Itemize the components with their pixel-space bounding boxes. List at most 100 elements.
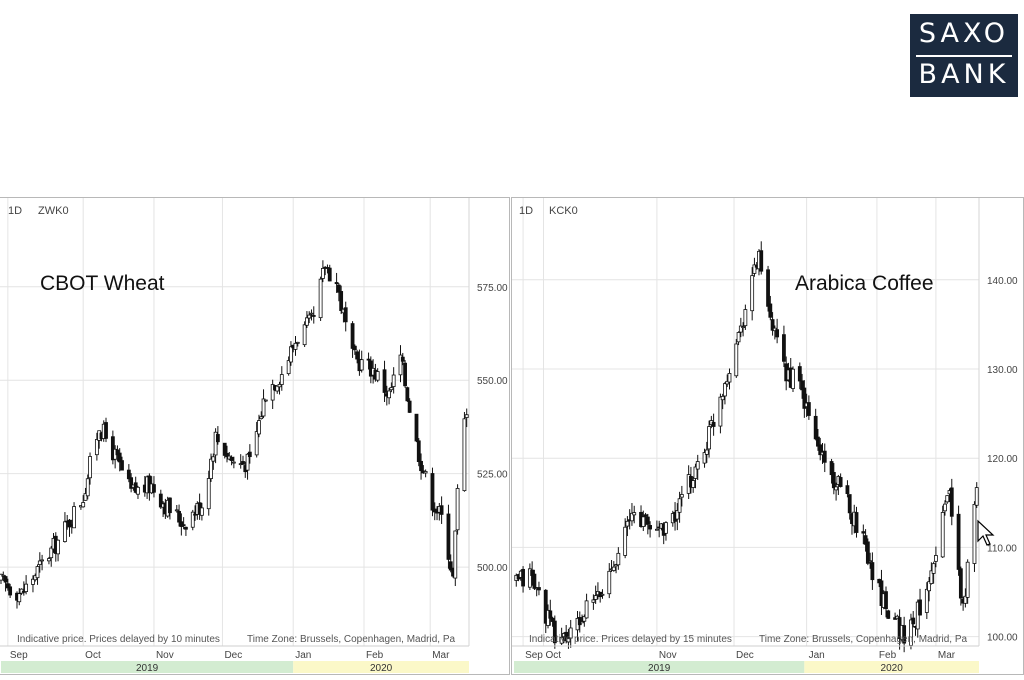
x-tick-label: Sep	[525, 650, 543, 661]
candle-body	[677, 498, 682, 513]
candle-body	[31, 578, 35, 585]
candle-body	[537, 587, 541, 591]
candle-body	[600, 593, 605, 596]
candle-body	[847, 494, 852, 514]
candle-body	[816, 436, 820, 447]
candle-body	[416, 440, 421, 463]
candle-body	[222, 442, 227, 456]
candle-body	[931, 563, 936, 574]
candle-body	[655, 528, 659, 531]
candle-body	[293, 342, 298, 350]
candle-body	[209, 458, 213, 479]
candle-body	[766, 269, 770, 307]
candle-body	[307, 314, 312, 319]
candle-body	[845, 485, 850, 495]
candle-body	[865, 541, 870, 564]
candle-body	[648, 525, 652, 530]
symbol-label: KCK0	[549, 205, 578, 217]
candle-body	[305, 317, 309, 326]
candle-body	[17, 593, 22, 603]
year-band	[804, 661, 979, 673]
candle-body	[568, 627, 573, 639]
candle-body	[229, 456, 234, 461]
candle-body	[829, 461, 834, 476]
candle-body	[423, 471, 428, 474]
candle-body	[343, 307, 348, 323]
year-band	[514, 661, 805, 673]
candle-body	[879, 580, 884, 606]
candle-body	[838, 477, 843, 487]
timezone-note: Time Zone: Brussels, Copenhagen, Madrid,…	[247, 634, 456, 645]
candle-body	[775, 329, 780, 338]
candle-body	[552, 620, 557, 644]
wheat-chart-svg[interactable]: 500.00 525.00 550.00 575.00 1D ZWK0 CBOT Wheat…	[0, 198, 509, 674]
candle-body	[927, 581, 931, 592]
candle-body	[915, 601, 920, 630]
candle-body	[911, 617, 916, 625]
candle-body	[462, 418, 467, 492]
chart-title: CBOT Wheat	[40, 272, 165, 295]
candle-body	[929, 570, 934, 584]
candle-body	[320, 268, 325, 279]
candle-body	[94, 439, 99, 456]
candle-body	[286, 360, 291, 375]
candle-body	[813, 415, 818, 440]
coffee-chart-svg[interactable]: 100.00 110.00 120.00 130.00 140.00 1D KCK0 Arab…	[512, 198, 1023, 674]
candle-body	[909, 619, 913, 646]
candle-body	[723, 383, 727, 397]
x-tick-label: Sep	[10, 650, 28, 661]
candle-body	[591, 599, 596, 603]
candle-body	[311, 315, 316, 317]
candle-body	[738, 325, 743, 333]
candle-body	[366, 358, 371, 361]
candle-body	[782, 334, 786, 362]
candle-body	[548, 610, 553, 619]
y-tick-label: 500.00	[477, 563, 508, 574]
candle-body	[943, 503, 947, 512]
candle-body	[607, 570, 612, 595]
candlestick-series	[514, 241, 979, 653]
candle-body	[190, 511, 195, 528]
x-tick-label: Mar	[938, 650, 956, 661]
candle-body	[664, 522, 668, 534]
candle-body	[695, 461, 700, 470]
x-tick-label: Dec	[224, 650, 242, 661]
logo-line-2: BANK	[918, 59, 1010, 90]
candle-body	[110, 436, 115, 461]
candle-body	[67, 519, 72, 528]
candle-body	[884, 591, 888, 610]
candle-body	[72, 506, 76, 529]
year-label: 2020	[881, 663, 904, 674]
candle-body	[49, 547, 54, 559]
x-tick-label: Mar	[432, 650, 450, 661]
candle-body	[85, 478, 90, 497]
candle-body	[949, 487, 954, 517]
candle-body	[403, 362, 407, 387]
candle-body	[152, 484, 156, 493]
candle-body	[213, 431, 218, 456]
candle-body	[350, 323, 355, 349]
chart-panel-coffee[interactable]: 100.00 110.00 120.00 130.00 140.00 1D KCK0 Arab…	[511, 197, 1024, 675]
candle-body	[302, 324, 307, 346]
candle-body	[743, 309, 748, 327]
candle-body	[464, 414, 469, 418]
candle-body	[279, 374, 284, 385]
y-tick-label: 575.00	[477, 283, 508, 294]
candle-body	[83, 493, 88, 501]
candle-body	[582, 616, 587, 622]
candle-body	[47, 558, 51, 562]
chart-panel-wheat[interactable]: 500.00 525.00 550.00 575.00 1D ZWK0 CBOT Wheat…	[0, 197, 510, 675]
x-tick-label: Dec	[736, 650, 754, 661]
candle-body	[693, 466, 698, 479]
candle-body	[527, 568, 532, 588]
candle-body	[802, 387, 807, 409]
candle-body	[177, 510, 181, 523]
candle-body	[259, 416, 264, 420]
candle-body	[309, 312, 314, 315]
candle-body	[8, 586, 13, 596]
candle-body	[453, 530, 458, 579]
candle-body	[231, 461, 236, 464]
candle-body	[750, 275, 755, 312]
candle-body	[355, 351, 360, 360]
logo-divider	[916, 55, 1012, 57]
